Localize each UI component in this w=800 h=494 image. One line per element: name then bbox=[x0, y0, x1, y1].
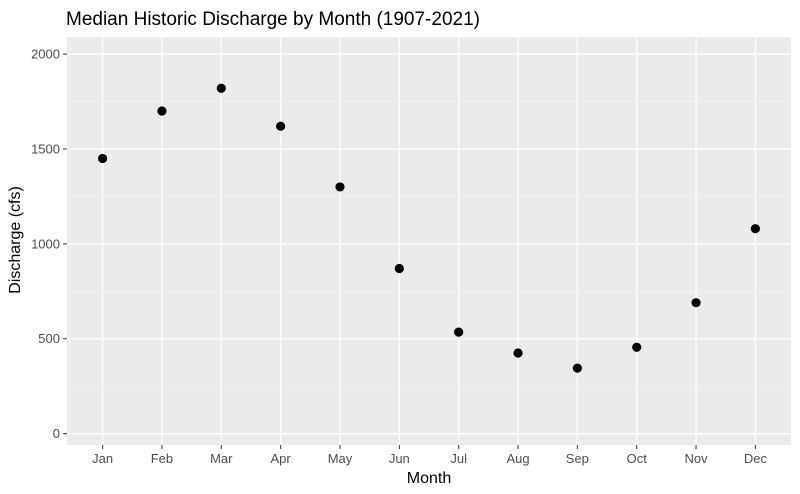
x-tick-label: Sep bbox=[566, 451, 589, 466]
data-point bbox=[513, 348, 523, 358]
data-point bbox=[276, 121, 286, 131]
x-tick-label: Jan bbox=[92, 451, 113, 466]
x-tick-label: Mar bbox=[210, 451, 233, 466]
x-tick-label: Nov bbox=[684, 451, 708, 466]
y-tick-label: 1500 bbox=[31, 141, 60, 156]
data-point bbox=[750, 224, 760, 234]
data-point bbox=[632, 342, 642, 352]
data-point bbox=[216, 83, 226, 93]
plot-panel bbox=[67, 37, 791, 445]
data-points bbox=[98, 83, 760, 373]
y-axis-title: Discharge (cfs) bbox=[7, 186, 24, 294]
data-point bbox=[454, 327, 464, 337]
x-tick-label: Jul bbox=[450, 451, 467, 466]
y-axis: 0 500 1000 1500 2000 bbox=[31, 47, 67, 441]
data-point bbox=[572, 363, 582, 373]
x-tick-label: Feb bbox=[151, 451, 173, 466]
y-tick-label: 2000 bbox=[31, 47, 60, 62]
x-tick-label: Oct bbox=[627, 451, 648, 466]
y-tick-label: 0 bbox=[53, 426, 60, 441]
data-point bbox=[691, 298, 701, 308]
data-point bbox=[394, 263, 404, 274]
x-axis-title: Month bbox=[407, 470, 451, 487]
x-tick-label: May bbox=[328, 451, 353, 466]
data-point bbox=[157, 106, 167, 116]
x-tick-label: Apr bbox=[271, 451, 292, 466]
x-tick-label: Jun bbox=[389, 451, 410, 466]
data-point bbox=[98, 153, 108, 164]
y-tick-label: 1000 bbox=[31, 236, 60, 251]
chart-title: Median Historic Discharge by Month (1907… bbox=[66, 9, 480, 30]
x-tick-label: Aug bbox=[506, 451, 529, 466]
x-tick-label: Dec bbox=[744, 451, 768, 466]
x-axis: Jan Feb Mar Apr May Jun Jul Aug Sep Oct Nov Dec bbox=[92, 445, 767, 466]
y-tick-label: 500 bbox=[38, 331, 60, 346]
data-point bbox=[335, 182, 345, 192]
panel-background bbox=[67, 37, 791, 445]
